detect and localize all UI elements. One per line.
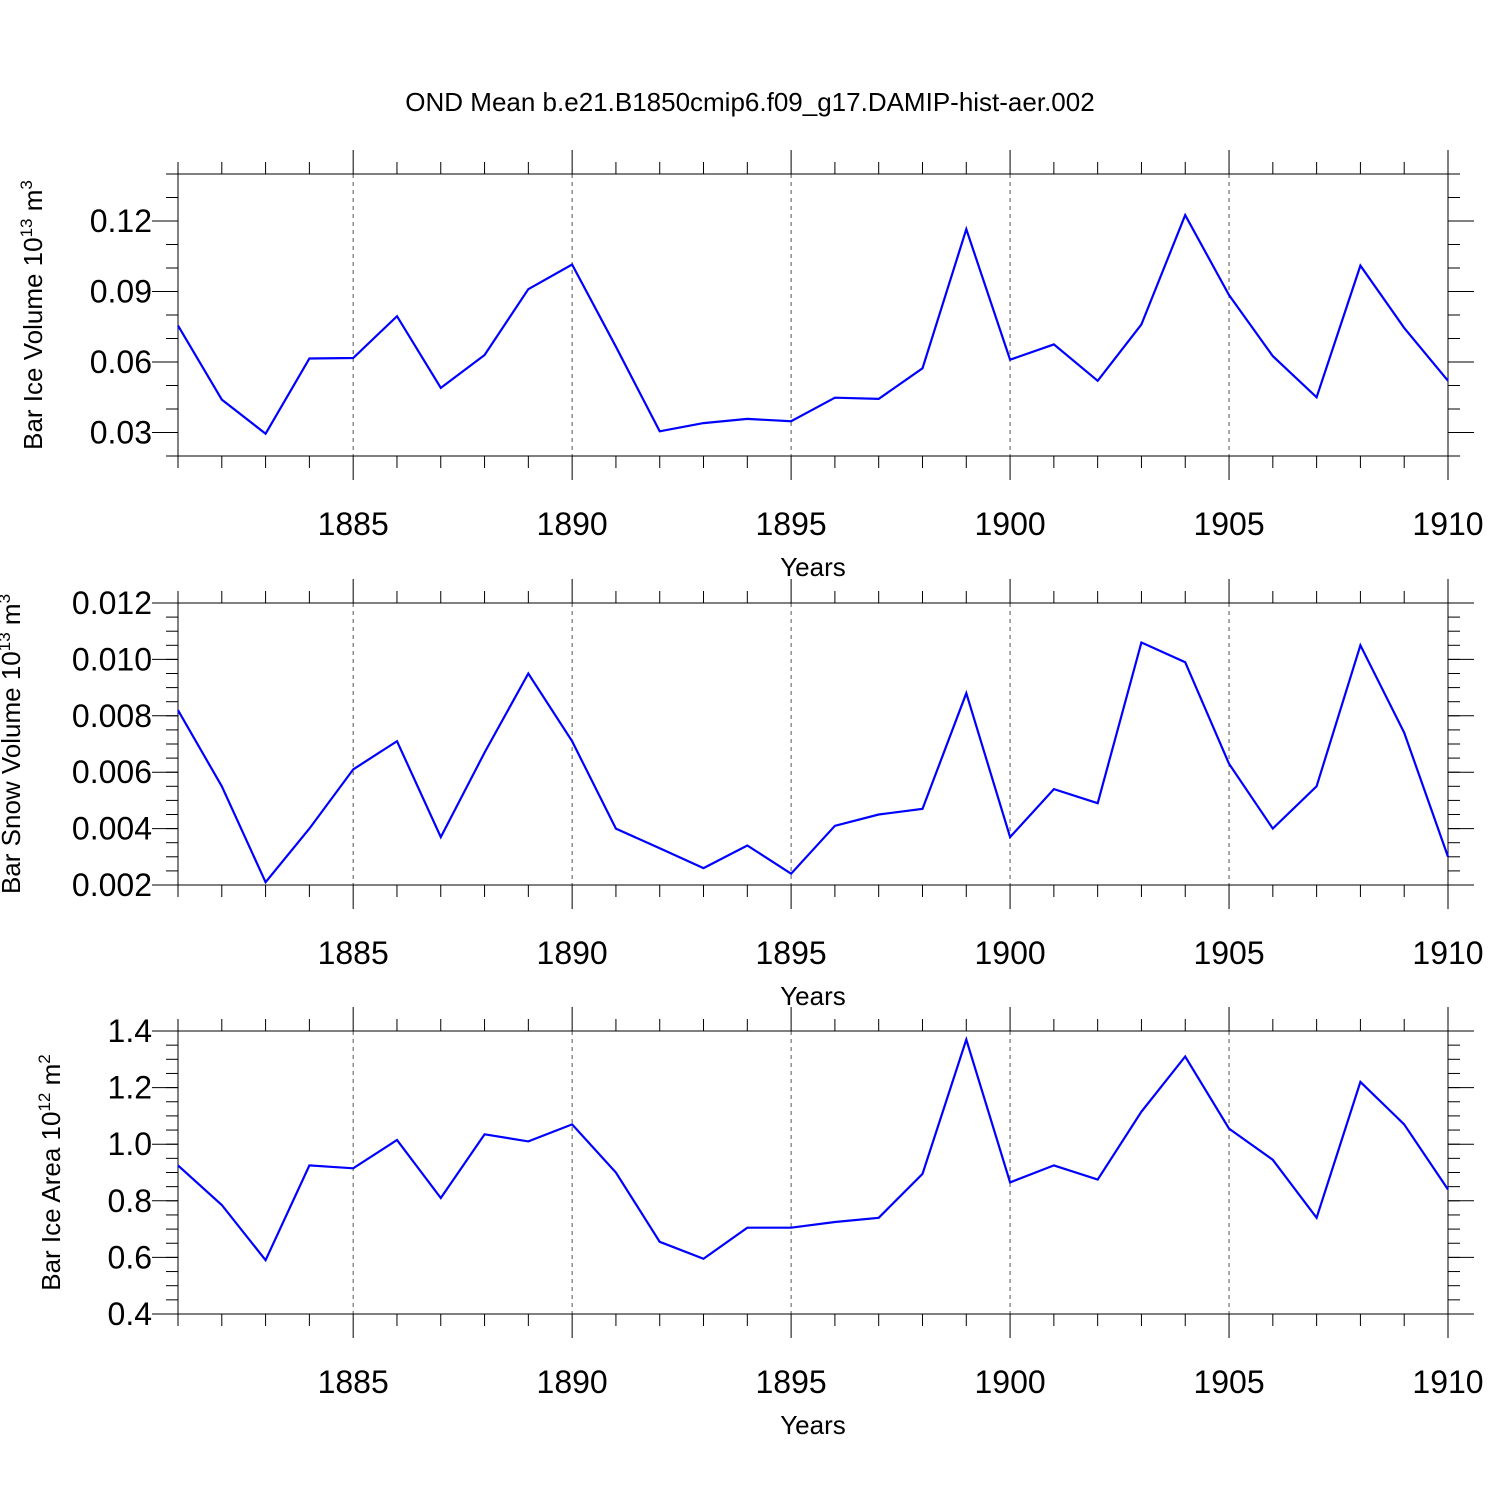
y-tick-label: 0.8 (108, 1183, 152, 1219)
y-tick-label: 0.4 (108, 1296, 152, 1332)
chart-title: OND Mean b.e21.B1850cmip6.f09_g17.DAMIP-… (405, 87, 1094, 117)
x-axis-label: Years (780, 1410, 846, 1440)
y-tick-label: 0.03 (90, 415, 152, 451)
x-tick-label: 1890 (537, 935, 608, 971)
x-tick-label: 1895 (756, 506, 827, 542)
y-axis-label: Bar Snow Volume 1013 m3 (0, 594, 26, 894)
y-tick-label: 0.6 (108, 1239, 152, 1275)
y-tick-label: 0.012 (72, 585, 152, 621)
x-tick-label: 1910 (1412, 506, 1483, 542)
chart-panel-2: 0.002 0.004 0.006 0.008 0.010 0.012 1885 1890 18… (0, 579, 1484, 1011)
y-tick-label: 0.004 (72, 811, 152, 847)
x-tick-label: 1905 (1193, 935, 1264, 971)
y-axis-label: Bar Ice Volume 1013 m3 (17, 180, 48, 450)
y-tick-label: 0.010 (72, 641, 152, 677)
x-axis-label: Years (780, 552, 846, 582)
x-tick-label: 1895 (756, 1364, 827, 1400)
chart-figure: OND Mean b.e21.B1850cmip6.f09_g17.DAMIP-… (0, 0, 1500, 1500)
y-tick-label: 0.006 (72, 754, 152, 790)
series-line-bar-ice-volume (178, 215, 1448, 434)
x-tick-label: 1885 (318, 935, 389, 971)
plot-frame (178, 174, 1448, 456)
y-tick-label: 1.0 (108, 1126, 152, 1162)
y-tick-label: 0.12 (90, 203, 152, 239)
x-tick-label: 1905 (1193, 1364, 1264, 1400)
x-tick-label: 1890 (537, 506, 608, 542)
y-tick-label: 0.06 (90, 344, 152, 380)
y-axis-label: Bar Ice Area 1012 m2 (35, 1054, 66, 1291)
y-tick-label: 0.09 (90, 274, 152, 310)
x-tick-label: 1900 (974, 506, 1045, 542)
x-tick-label: 1885 (318, 506, 389, 542)
x-tick-label: 1910 (1412, 935, 1483, 971)
y-tick-label: 0.002 (72, 867, 152, 903)
y-tick-label: 1.4 (108, 1013, 152, 1049)
x-tick-label: 1900 (974, 1364, 1045, 1400)
x-tick-label: 1910 (1412, 1364, 1483, 1400)
chart-panel-1: 0.03 0.06 0.09 0.12 1885 1890 1895 1900 1905 1910… (17, 150, 1484, 582)
x-tick-label: 1890 (537, 1364, 608, 1400)
plot-frame (178, 603, 1448, 885)
y-tick-label: 1.2 (108, 1070, 152, 1106)
series-line-bar-snow-volume (178, 643, 1448, 883)
x-tick-label: 1900 (974, 935, 1045, 971)
x-tick-label: 1905 (1193, 506, 1264, 542)
x-tick-label: 1885 (318, 1364, 389, 1400)
x-tick-label: 1895 (756, 935, 827, 971)
series-line-bar-ice-area (178, 1040, 1448, 1261)
y-tick-label: 0.008 (72, 698, 152, 734)
chart-panel-3: 0.4 0.6 0.8 1.0 1.2 1.4 1885 1890 1895 1900 1905 19… (35, 1007, 1484, 1440)
plot-frame (178, 1031, 1448, 1314)
x-axis-label: Years (780, 981, 846, 1011)
